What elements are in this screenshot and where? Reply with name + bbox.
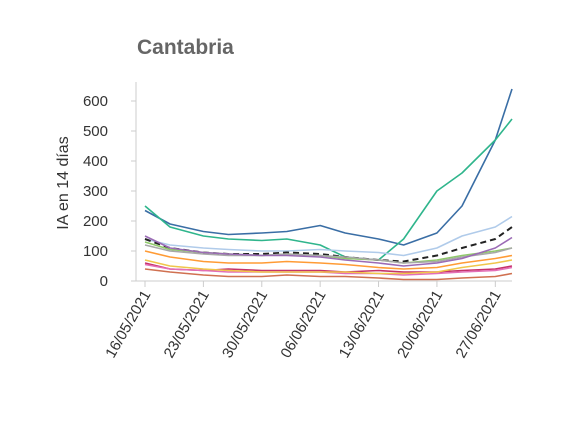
- y-tick-label: 100: [83, 243, 108, 260]
- series-line-1: [144, 88, 513, 246]
- x-tick-label: 27/06/2021: [453, 288, 505, 362]
- y-tick-label: 0: [100, 273, 108, 290]
- x-tick-label: 13/06/2021: [336, 288, 388, 362]
- axes: [131, 82, 512, 287]
- series-line-7: [144, 235, 513, 267]
- series-line-3: [144, 215, 513, 257]
- y-axis-label: IA en 14 días: [55, 136, 72, 229]
- tick-labels: 0 100 200 300 400 500 600 IA en 14 días 16/05/20…: [55, 93, 505, 361]
- y-tick-label: 500: [83, 123, 108, 140]
- x-tick-label: 16/05/2021: [102, 288, 154, 362]
- y-tick-label: 200: [83, 213, 108, 230]
- series-layer: [144, 88, 513, 281]
- series-line-6: [144, 244, 513, 264]
- chart-title: Cantabria: [137, 36, 234, 59]
- x-tick-label: 20/06/2021: [394, 288, 446, 362]
- x-tick-label: 06/06/2021: [277, 288, 329, 362]
- x-tick-label: 30/05/2021: [219, 288, 271, 362]
- series-line-11: [144, 259, 513, 275]
- series-line-10: [144, 263, 513, 276]
- series-line-12: [144, 268, 513, 281]
- x-tick-label: 23/05/2021: [161, 288, 213, 362]
- series-line-8: [144, 250, 513, 270]
- y-tick-label: 600: [83, 93, 108, 110]
- y-tick-label: 400: [83, 153, 108, 170]
- y-tick-label: 300: [83, 183, 108, 200]
